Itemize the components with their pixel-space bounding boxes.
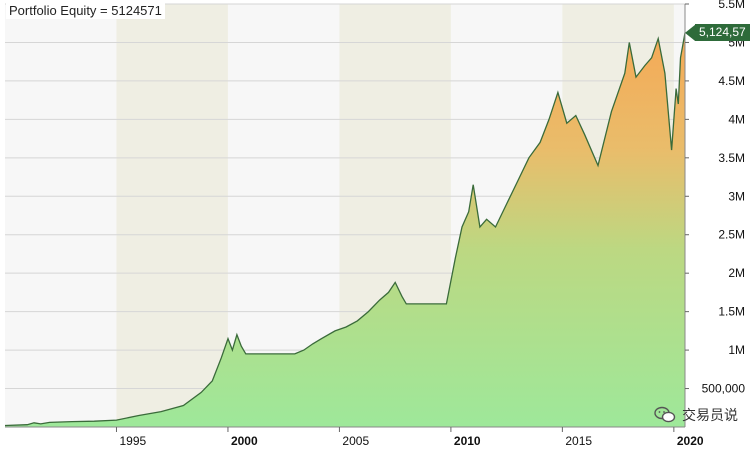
- x-tick-label: 2015: [565, 434, 592, 448]
- watermark: 交易员说: [654, 405, 738, 425]
- y-tick-label: 1.5M: [718, 305, 745, 319]
- equity-line: [4, 32, 686, 427]
- wechat-icon: [654, 406, 676, 424]
- x-tick-label: 1995: [119, 434, 146, 448]
- y-tick-label: 3M: [728, 189, 745, 203]
- shading-band: [5, 4, 117, 427]
- y-tick-label: 4.5M: [718, 74, 745, 88]
- x-tick-label: 2010: [454, 434, 481, 448]
- x-tick-label: 2000: [231, 434, 258, 448]
- y-tick-label: 4M: [728, 112, 745, 126]
- chart-title: Portfolio Equity = 5124571: [6, 3, 165, 19]
- y-tick-label: 3.5M: [718, 151, 745, 165]
- y-tick-label: 2M: [728, 266, 745, 280]
- y-tick-label: 2.5M: [718, 228, 745, 242]
- x-tick-label: 2020: [677, 434, 704, 448]
- y-tick-label: 1M: [728, 343, 745, 357]
- x-tick-label: 2005: [342, 434, 369, 448]
- y-tick-label: 500,000: [702, 382, 746, 396]
- watermark-text: 交易员说: [682, 407, 738, 423]
- y-tick-label: 5.5M: [718, 0, 745, 11]
- last-value-marker: [685, 24, 695, 41]
- shading-band: [116, 4, 228, 427]
- equity-area: [5, 32, 685, 428]
- last-value-tag: 5,124,57: [695, 23, 750, 41]
